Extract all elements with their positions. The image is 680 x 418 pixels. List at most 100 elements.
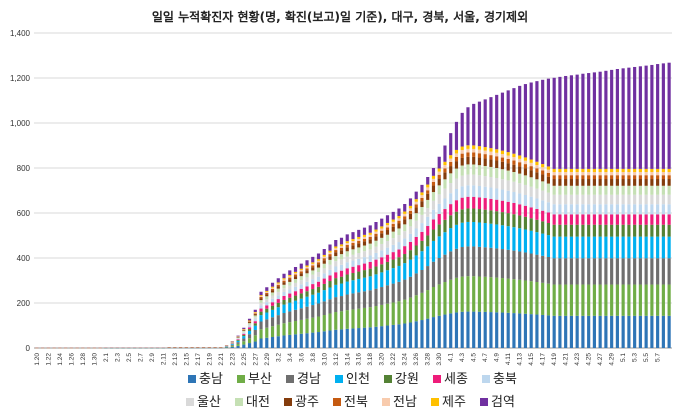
bar-segment — [558, 185, 562, 195]
bar-segment — [316, 253, 321, 260]
bar-segment — [408, 205, 413, 209]
bar-segment — [541, 170, 545, 175]
bar-segment — [431, 178, 436, 182]
bar-segment — [518, 173, 522, 184]
bar-segment — [477, 222, 482, 247]
bar-segment — [311, 262, 315, 264]
bar-segment — [374, 306, 378, 327]
bar-segment — [242, 341, 246, 345]
bar-segment — [351, 232, 355, 240]
bar-segment — [495, 94, 499, 150]
y-tick-label: 1,400 — [10, 29, 31, 38]
bar-segment — [339, 248, 344, 251]
bar-segment — [431, 261, 436, 288]
bar-segment — [270, 302, 275, 306]
bar-segment — [357, 328, 361, 348]
bar-segment — [535, 161, 539, 166]
bar-segment — [443, 198, 447, 210]
bar-segment — [638, 204, 642, 215]
bar-segment — [403, 263, 407, 280]
bar-segment — [477, 246, 482, 277]
bar-segment — [489, 247, 493, 278]
bar-segment — [288, 311, 292, 323]
bar-segment — [345, 328, 349, 348]
bar-segment — [282, 295, 286, 300]
bar-segment — [311, 274, 315, 280]
bar-segment — [460, 197, 464, 210]
bar-segment — [426, 187, 430, 191]
bar-segment — [564, 175, 568, 180]
bar-segment — [242, 334, 246, 337]
bar-segment — [541, 79, 545, 165]
bar-segment — [506, 152, 510, 156]
bar-segment — [270, 309, 275, 318]
bar-segment — [259, 308, 263, 312]
bar-segment — [564, 214, 568, 225]
bar-segment — [454, 156, 459, 162]
x-tick-label: 4.3 — [459, 353, 466, 362]
bar-segment — [667, 315, 671, 348]
bar-segment — [581, 185, 585, 195]
bar-segment — [437, 185, 441, 195]
bar-segment — [311, 270, 315, 275]
bar-segment — [615, 179, 619, 186]
bar-segment — [656, 214, 660, 225]
bar-segment — [529, 186, 533, 197]
bar-segment — [426, 226, 430, 236]
bar-segment — [650, 185, 654, 195]
bar-segment — [483, 186, 487, 199]
bar-segment — [403, 238, 407, 247]
x-tick-label: 3.12 — [333, 353, 340, 366]
bar-segment — [489, 151, 493, 156]
x-tick-label: 1.28 — [80, 353, 87, 366]
bar-segment — [661, 168, 665, 173]
bar-segment — [661, 284, 665, 316]
bar-segment — [627, 168, 631, 173]
bar-segment — [420, 231, 424, 241]
bar-segment — [449, 251, 453, 280]
legend-label: 제주 — [442, 395, 466, 410]
bar-segment — [322, 283, 326, 291]
bar-segment — [426, 177, 430, 185]
bar-segment — [431, 219, 436, 230]
x-tick-label: 2.29 — [264, 353, 271, 366]
bar-segment — [489, 187, 493, 199]
bar-segment — [581, 284, 585, 316]
bar-segment — [328, 275, 332, 282]
bar-segment — [604, 70, 608, 169]
bar-segment — [351, 242, 355, 246]
bar-segment — [489, 97, 493, 149]
bar-segment — [437, 214, 441, 225]
bar-segment — [305, 306, 309, 319]
bar-segment — [489, 312, 493, 348]
bar-segment — [569, 179, 573, 186]
bar-segment — [345, 294, 349, 311]
x-tick-label: 1.20 — [34, 353, 41, 366]
bar-segment — [362, 245, 367, 252]
bar-segment — [546, 183, 551, 193]
bar-segment — [581, 224, 585, 237]
bar-segment — [299, 288, 303, 294]
bar-segment — [345, 241, 349, 244]
bar-segment — [259, 311, 263, 316]
bar-segment — [512, 88, 516, 154]
bar-segment — [667, 175, 671, 180]
bar-segment — [345, 234, 349, 242]
bar-segment — [253, 312, 257, 314]
bar-segment — [259, 329, 263, 339]
bar-segment — [253, 313, 257, 315]
bar-segment — [334, 252, 338, 257]
bar-segment — [598, 172, 602, 176]
bar-segment — [357, 292, 361, 309]
bar-segment — [253, 319, 257, 322]
bar-segment — [391, 211, 395, 220]
bar-segment — [385, 325, 390, 348]
bar-segment — [362, 277, 367, 292]
bar-segment — [408, 241, 413, 251]
bar-segment — [615, 204, 619, 215]
bar-segment — [495, 312, 499, 348]
bar-segment — [339, 283, 344, 297]
bar-segment — [512, 153, 516, 158]
bar-segment — [380, 287, 384, 305]
bar-segment — [575, 185, 579, 195]
